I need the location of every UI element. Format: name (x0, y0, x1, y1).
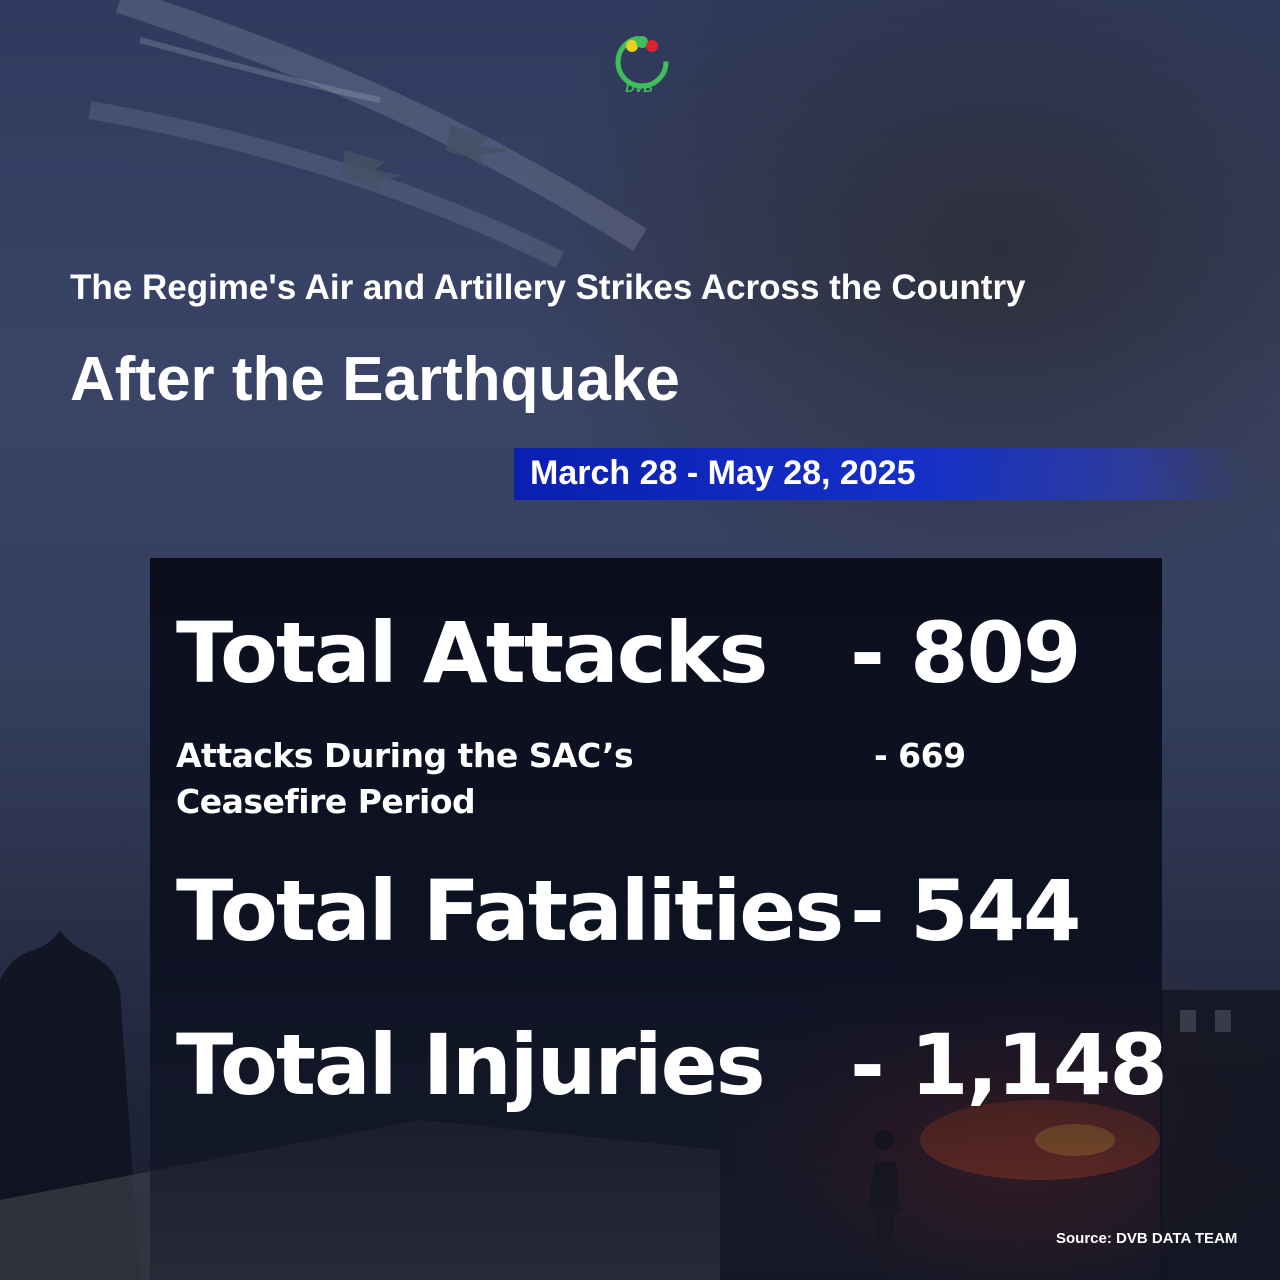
total-injuries-value: - 1,148 (850, 1016, 1168, 1114)
source-credit: Source: DVB DATA TEAM (1056, 1230, 1238, 1247)
total-fatalities-label: Total Fatalities (176, 862, 844, 960)
logo-dot-yellow (626, 40, 638, 52)
ceasefire-attacks-value: - 669 (874, 736, 966, 775)
building-window (1180, 1010, 1196, 1032)
smoke-trail (139, 37, 381, 103)
logo-text: DVB (625, 80, 653, 95)
logo-dot-green (636, 36, 648, 48)
smoke-trail (88, 101, 565, 269)
building-window (1215, 1010, 1231, 1032)
date-range: March 28 - May 28, 2025 (530, 454, 916, 492)
ceasefire-attacks-label-line1: Attacks During the SAC’s (176, 736, 634, 775)
building-silhouette (1160, 990, 1280, 1280)
total-fatalities-value: - 544 (850, 862, 1081, 960)
total-attacks-label: Total Attacks (176, 604, 768, 702)
dvb-logo (615, 35, 669, 89)
logo-ring (615, 35, 669, 89)
date-bar (514, 448, 1244, 500)
jet-icon (341, 150, 405, 194)
page-title: After the Earthquake (70, 345, 680, 414)
header-subtitle: The Regime's Air and Artillery Strikes A… (70, 268, 1026, 307)
smoke-trail (115, 0, 647, 251)
stats-panel (150, 558, 1162, 1280)
jet-icon (446, 125, 510, 169)
total-injuries-label: Total Injuries (176, 1016, 766, 1114)
ceasefire-attacks-label-line2: Ceasefire Period (176, 782, 476, 821)
logo-dot-red (646, 40, 658, 52)
total-attacks-value: - 809 (850, 604, 1081, 702)
